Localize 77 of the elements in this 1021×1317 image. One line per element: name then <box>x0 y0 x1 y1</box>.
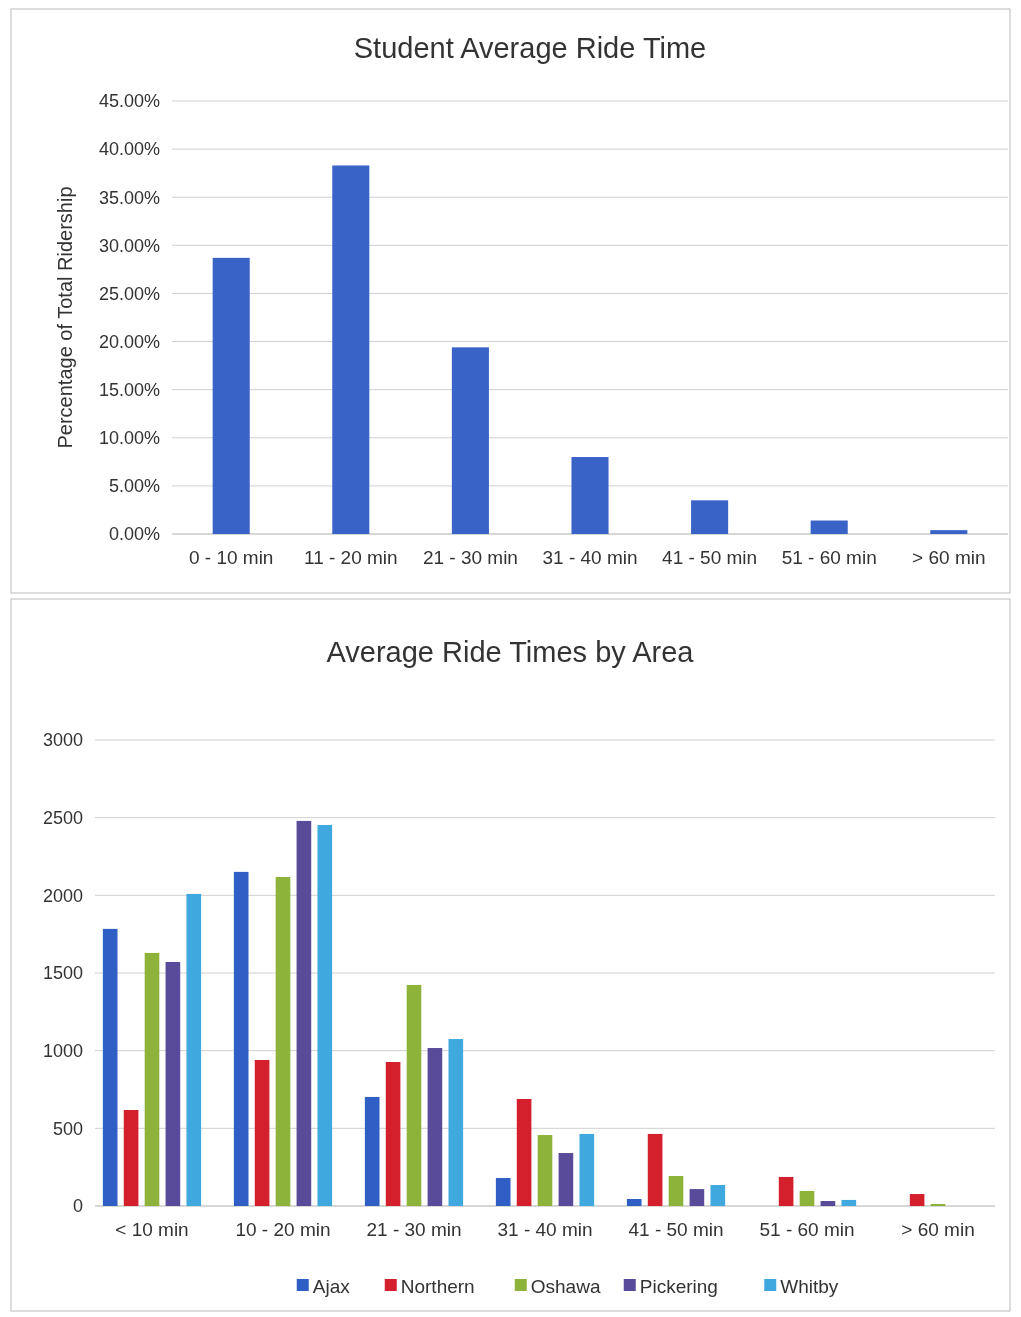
chart-title: Average Ride Times by Area <box>326 636 695 668</box>
bar <box>212 257 250 534</box>
y-tick-label: 20.00% <box>98 331 160 352</box>
x-tick-label: 31 - 40 min <box>497 1219 593 1240</box>
legend-label: Pickering <box>639 1275 718 1297</box>
bar <box>799 1190 815 1206</box>
bar <box>647 1133 663 1206</box>
bar <box>909 1194 925 1206</box>
x-tick-label: 10 - 20 min <box>235 1219 331 1240</box>
y-tick-label: 10.00% <box>98 428 160 449</box>
bar <box>427 1048 443 1206</box>
y-tick-label: 40.00% <box>98 139 160 160</box>
bar <box>144 952 160 1206</box>
y-tick-label: 1000 <box>42 1040 83 1061</box>
legend-label: Ajax <box>312 1275 351 1297</box>
bar <box>626 1199 642 1206</box>
bar <box>691 500 729 534</box>
bar <box>571 457 609 534</box>
bar <box>317 824 333 1206</box>
bar <box>820 1201 836 1206</box>
bar <box>930 1203 946 1206</box>
x-tick-label: 21 - 30 min <box>366 1219 462 1240</box>
bar <box>516 1098 532 1206</box>
x-tick-label: 11 - 20 min <box>303 547 398 568</box>
x-tick-label: 21 - 30 min <box>422 547 518 568</box>
bar <box>165 961 181 1206</box>
x-tick-label: < 10 min <box>115 1219 189 1240</box>
bar <box>668 1176 684 1206</box>
legend-label: Oshawa <box>530 1275 601 1297</box>
bar <box>186 893 202 1206</box>
bar <box>930 530 968 534</box>
y-tick-label: 1500 <box>42 963 83 984</box>
y-tick-label: 15.00% <box>98 379 160 400</box>
x-tick-label: 31 - 40 min <box>542 547 638 568</box>
bar <box>233 871 249 1206</box>
bar <box>689 1189 705 1206</box>
bar <box>364 1096 380 1206</box>
bar <box>123 1110 139 1206</box>
y-axis-title: Percentage of Total Ridership <box>54 186 76 449</box>
x-tick-label: > 60 min <box>901 1219 975 1240</box>
bar <box>102 928 118 1206</box>
y-tick-label: 35.00% <box>98 187 160 208</box>
bar <box>778 1176 794 1206</box>
legend-label: Northern <box>400 1275 475 1297</box>
bar <box>332 165 370 534</box>
x-tick-label: > 60 min <box>912 547 986 568</box>
bar <box>406 984 422 1206</box>
bar <box>810 520 848 534</box>
bar <box>558 1153 574 1206</box>
y-tick-label: 0.00% <box>108 524 160 545</box>
x-tick-label: 51 - 60 min <box>781 547 877 568</box>
y-tick-label: 30.00% <box>98 235 160 256</box>
y-tick-label: 25.00% <box>98 283 160 304</box>
y-tick-label: 3000 <box>42 730 83 751</box>
bar <box>451 347 489 534</box>
bar <box>448 1039 464 1206</box>
y-tick-label: 0 <box>72 1196 83 1217</box>
y-tick-label: 5.00% <box>108 476 160 497</box>
bar <box>537 1135 553 1206</box>
y-tick-label: 45.00% <box>98 91 160 112</box>
x-tick-label: 51 - 60 min <box>759 1219 855 1240</box>
bar <box>495 1178 511 1206</box>
legend-label: Whitby <box>780 1275 839 1297</box>
bar <box>841 1199 857 1206</box>
y-tick-label: 2000 <box>42 885 83 906</box>
bar <box>710 1185 726 1206</box>
bar <box>254 1059 270 1206</box>
x-tick-label: 0 - 10 min <box>188 547 274 568</box>
bar <box>579 1133 595 1206</box>
y-tick-label: 500 <box>52 1118 83 1139</box>
bar <box>275 877 291 1206</box>
x-tick-label: 41 - 50 min <box>662 547 758 568</box>
y-tick-label: 2500 <box>42 807 83 828</box>
bar <box>385 1062 401 1206</box>
x-tick-label: 41 - 50 min <box>628 1219 724 1240</box>
chart-title: Student Average Ride Time <box>353 32 707 64</box>
bar <box>296 820 312 1206</box>
